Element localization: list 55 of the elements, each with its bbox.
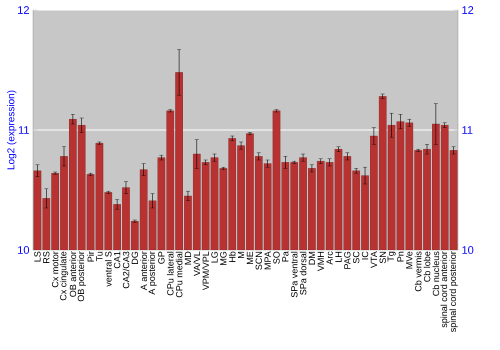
x-tick-label: ventral S [104,252,112,287]
x-tick-label: Cx motor [52,251,58,288]
x-tick-label: SCN [256,252,262,270]
x-tick-label: RS [43,252,50,263]
x-tick-label: A posterior [148,251,157,295]
x-tick-label: MVe [406,252,412,268]
x-tick-label: CA1 [114,252,120,268]
y-tick-label: 10 [18,246,30,254]
x-tick-label: LH [335,252,342,262]
y-tick-label: 11 [18,126,29,134]
x-tick-label: SO [273,252,280,264]
x-tick-label: PAG [344,252,351,269]
x-tick-label: Cb vermis [414,252,422,292]
x-tick-label: SN [380,252,386,264]
x-tick-label: SPa dorsal [300,252,306,295]
x-tick-label: OB anterior [70,251,76,297]
x-tick-label: CPu medial [176,252,182,298]
x-tick-label: LS [34,252,41,262]
x-tick-label: Tg [388,252,396,262]
x-tick-label: DM [308,252,315,264]
x-tick-label: Tu [96,252,103,262]
x-tick-label: IC [362,252,368,260]
x-tick-label: CA2/CA3 [122,252,130,288]
x-tick-label: Pa [282,251,288,262]
x-tick-label: VMH [318,252,324,272]
y2-tick-label: 11 [462,126,472,134]
x-tick-label: Pn [397,252,404,262]
x-tick-label: CPu lateral [166,252,174,296]
y-axis-title: Log2 (expression) [7,90,16,170]
x-tick-label: SPa ventral [290,252,298,298]
x-tick-label: Arc [326,251,333,265]
x-tick-label: VTA [370,251,377,268]
x-tick-label: Cx cingulate [60,252,68,300]
y-tick-label: 12 [18,6,29,14]
x-tick-label: spinal cord posterior [449,251,458,332]
x-tick-label: GP [158,252,165,264]
x-tick-label: Pir [87,251,94,262]
x-tick-label: spinal cord anterior [440,251,449,328]
y2-tick-label: 12 [462,6,474,14]
x-tick-label: VPM/VPL [202,251,209,290]
x-tick-label: VA/VL [194,251,200,276]
x-tick-label: MPA [264,251,271,270]
x-tick-label: MD [184,252,192,264]
x-tick-label: M [238,252,244,258]
x-tick-label: SC [352,252,360,264]
x-tick-label: OB posterior [78,251,86,302]
x-tick-label: DG [132,252,138,264]
x-tick-label: LG [211,252,218,262]
x-tick-label: Hb [228,252,236,262]
y2-tick-label: 10 [462,246,474,254]
x-tick-label: ME [246,252,254,264]
x-tick-label: A anterior [140,251,147,290]
x-tick-label: Cb nucleus [432,252,440,296]
x-tick-label: MG [220,252,227,265]
x-tick-label: Cb lobe [424,252,430,282]
